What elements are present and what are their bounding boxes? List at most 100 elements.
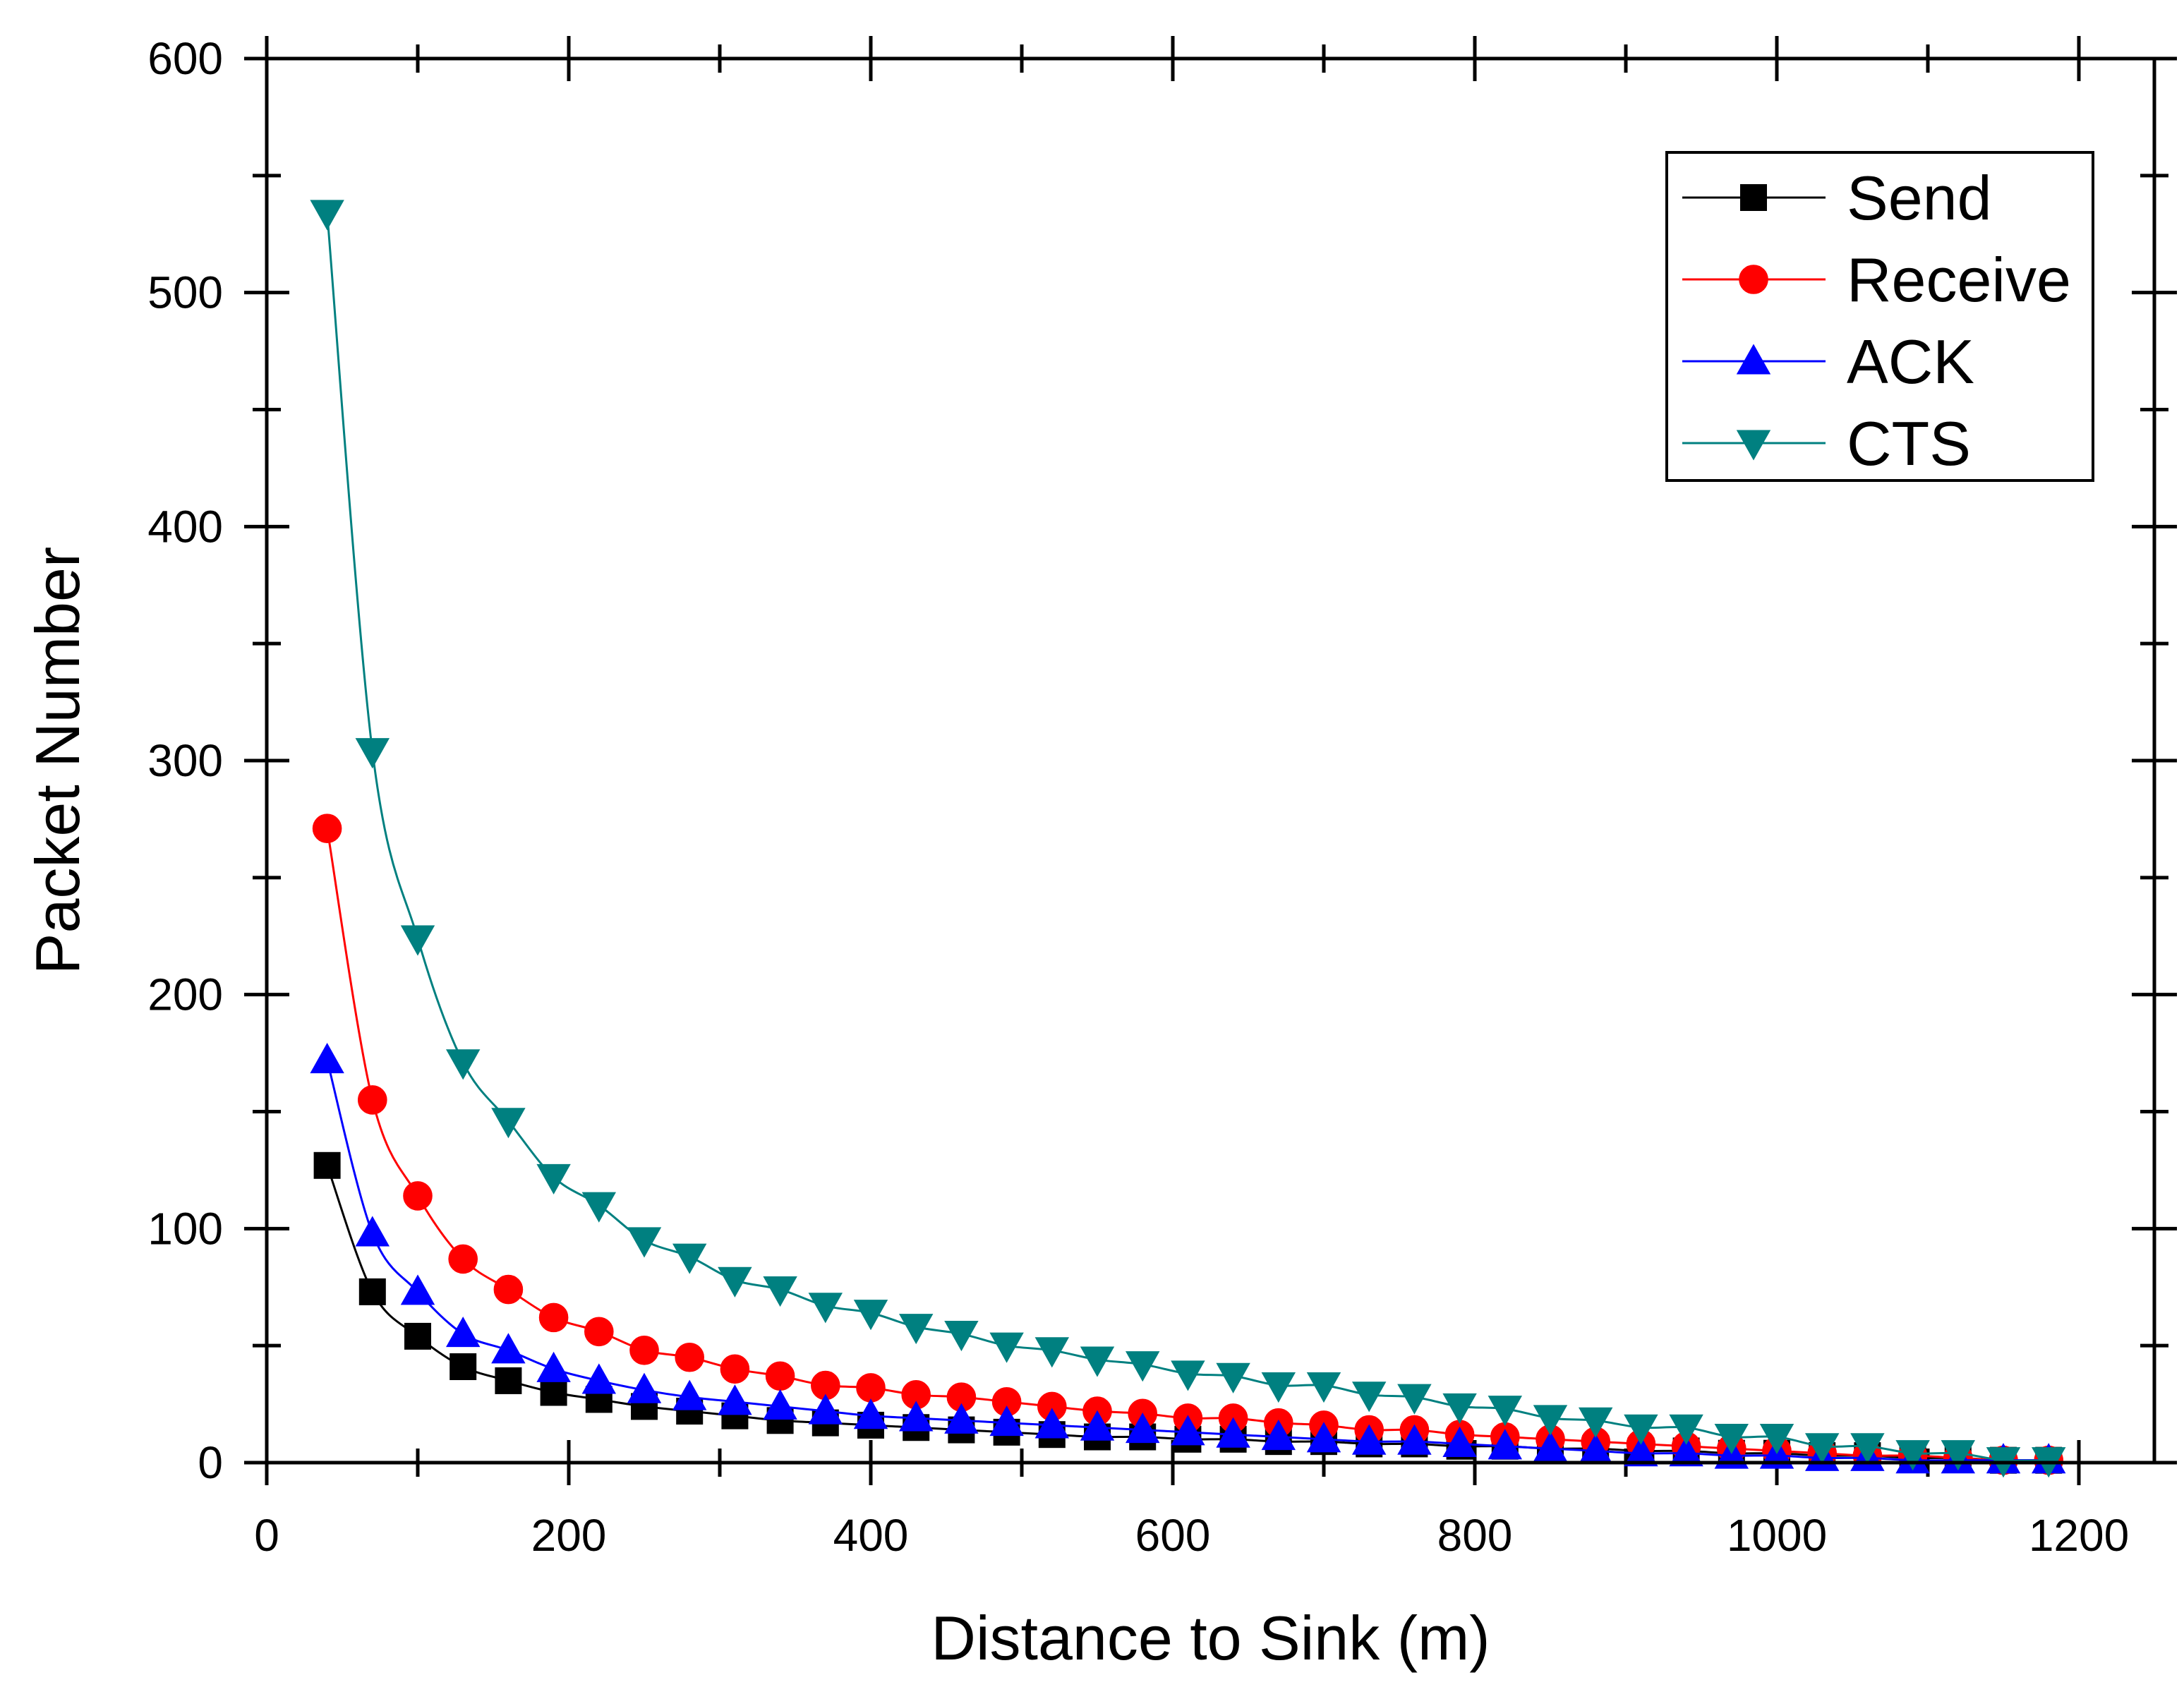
legend-marker-ack bbox=[1736, 344, 1771, 375]
data-point-cts bbox=[1714, 1423, 1749, 1455]
x-tick-label: 200 bbox=[531, 1510, 607, 1561]
y-tick-label: 200 bbox=[147, 969, 223, 1020]
legend-item-receive: Receive bbox=[1682, 245, 2071, 315]
series-line-ack bbox=[326, 1060, 2049, 1462]
data-point-cts bbox=[400, 925, 435, 956]
data-point-send bbox=[404, 1322, 431, 1350]
data-point-receive bbox=[584, 1317, 614, 1347]
series-ack bbox=[310, 1042, 2066, 1474]
data-point-cts bbox=[1850, 1433, 1885, 1464]
data-point-cts bbox=[853, 1300, 888, 1331]
data-point-ack bbox=[898, 1401, 934, 1432]
data-point-cts bbox=[1080, 1346, 1115, 1377]
data-point-cts bbox=[1216, 1362, 1250, 1393]
y-tick-label: 600 bbox=[147, 33, 223, 84]
data-point-receive bbox=[448, 1244, 478, 1274]
data-point-receive bbox=[629, 1336, 659, 1365]
data-point-cts bbox=[1533, 1405, 1568, 1436]
data-point-cts bbox=[944, 1321, 979, 1352]
data-point-ack bbox=[989, 1405, 1024, 1437]
data-point-cts bbox=[491, 1108, 526, 1139]
data-point-receive bbox=[403, 1181, 433, 1211]
data-point-send bbox=[450, 1353, 477, 1381]
legend-marker-send bbox=[1740, 184, 1767, 211]
x-tick-label: 800 bbox=[1437, 1510, 1513, 1561]
legend-item-cts: CTS bbox=[1682, 409, 1971, 478]
data-point-ack bbox=[1261, 1419, 1296, 1451]
data-point-cts bbox=[1578, 1407, 1613, 1438]
data-point-ack bbox=[718, 1384, 752, 1415]
data-point-cts bbox=[581, 1192, 617, 1223]
legend-box bbox=[1665, 151, 2094, 482]
data-point-ack bbox=[400, 1274, 435, 1305]
legend-marker-receive bbox=[1739, 265, 1768, 294]
data-point-cts bbox=[355, 738, 390, 769]
x-tick-label: 0 bbox=[254, 1510, 279, 1561]
data-point-cts bbox=[989, 1332, 1024, 1363]
data-point-cts bbox=[718, 1266, 752, 1298]
data-point-ack bbox=[1488, 1429, 1523, 1460]
legend-item-ack: ACK bbox=[1682, 327, 1974, 397]
data-point-receive bbox=[720, 1354, 750, 1384]
data-point-send bbox=[313, 1151, 341, 1179]
x-tick-label: 1000 bbox=[1727, 1510, 1827, 1561]
legend-label-cts: CTS bbox=[1847, 409, 1971, 478]
data-point-cts bbox=[1261, 1372, 1296, 1403]
data-point-cts bbox=[808, 1293, 843, 1324]
data-point-ack bbox=[1397, 1424, 1432, 1455]
data-point-cts bbox=[763, 1276, 797, 1307]
data-point-cts bbox=[1397, 1384, 1432, 1415]
data-point-cts bbox=[1488, 1396, 1523, 1427]
data-point-cts bbox=[310, 200, 344, 231]
data-point-ack bbox=[1442, 1426, 1477, 1458]
data-point-cts bbox=[1669, 1414, 1703, 1445]
data-point-ack bbox=[491, 1333, 526, 1364]
y-tick-label: 300 bbox=[147, 735, 223, 786]
data-point-receive bbox=[675, 1342, 705, 1372]
data-point-ack bbox=[1080, 1410, 1115, 1441]
y-tick-label: 0 bbox=[198, 1437, 223, 1488]
data-point-ack bbox=[1669, 1436, 1703, 1467]
y-axis-title: Packet Number bbox=[23, 547, 92, 974]
data-point-cts bbox=[898, 1314, 934, 1345]
tick-labels: 0 200 400 600 800 1000 1200 0 100 200 300 400 500 600 bbox=[147, 33, 2129, 1561]
legend-item-send: Send bbox=[1682, 163, 1992, 233]
data-point-receive bbox=[538, 1302, 569, 1333]
y-tick-label: 500 bbox=[147, 267, 223, 318]
data-point-ack bbox=[853, 1398, 888, 1429]
data-point-cts bbox=[536, 1163, 571, 1195]
data-point-cts bbox=[1306, 1372, 1341, 1403]
data-point-receive bbox=[358, 1085, 387, 1115]
x-tick-label: 400 bbox=[833, 1510, 909, 1561]
legend-label-ack: ACK bbox=[1847, 327, 1974, 397]
plot-frame bbox=[265, 56, 2156, 1465]
data-point-ack bbox=[355, 1216, 390, 1247]
data-point-ack bbox=[1216, 1417, 1250, 1448]
data-point-cts bbox=[627, 1227, 662, 1258]
legend-label-receive: Receive bbox=[1847, 245, 2071, 315]
data-point-ack bbox=[763, 1389, 797, 1420]
data-point-receive bbox=[493, 1274, 524, 1305]
legend-label-send: Send bbox=[1847, 163, 1992, 233]
data-point-ack bbox=[627, 1372, 662, 1403]
data-point-ack bbox=[944, 1403, 979, 1434]
data-point-receive bbox=[765, 1361, 795, 1391]
legend: Send Receive ACK CTS bbox=[1665, 151, 2094, 482]
data-point-ack bbox=[1171, 1415, 1205, 1446]
data-point-ack bbox=[672, 1379, 707, 1410]
y-tick-label: 100 bbox=[147, 1203, 223, 1254]
data-point-cts bbox=[1895, 1440, 1930, 1471]
data-point-cts bbox=[445, 1049, 481, 1080]
data-point-cts bbox=[1941, 1440, 1976, 1471]
x-axis-title: Distance to Sink (m) bbox=[931, 1603, 1490, 1673]
data-point-ack bbox=[1034, 1408, 1070, 1439]
data-point-cts bbox=[672, 1243, 707, 1274]
data-point-send bbox=[540, 1379, 567, 1406]
data-point-cts bbox=[1171, 1360, 1205, 1391]
y-tick-label: 400 bbox=[147, 501, 223, 552]
legend-marker-cts bbox=[1736, 430, 1771, 461]
data-point-cts bbox=[1351, 1381, 1387, 1413]
data-point-ack bbox=[310, 1042, 344, 1074]
